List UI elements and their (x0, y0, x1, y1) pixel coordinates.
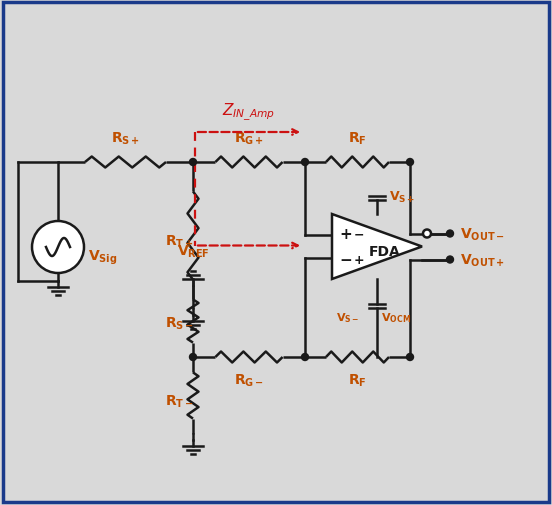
Text: $\mathbf{R_{S+}}$: $\mathbf{R_{S+}}$ (111, 130, 140, 147)
Polygon shape (332, 215, 422, 279)
Circle shape (423, 230, 431, 238)
Circle shape (301, 159, 309, 166)
Circle shape (406, 159, 413, 166)
Text: $\mathbf{R_F}$: $\mathbf{R_F}$ (348, 372, 367, 389)
Text: $\mathbf{R_{G-}}$: $\mathbf{R_{G-}}$ (234, 372, 264, 389)
Circle shape (447, 231, 454, 237)
Circle shape (406, 354, 413, 361)
Text: $\mathbf{R_{T+}}$: $\mathbf{R_{T+}}$ (165, 233, 193, 249)
Text: $\mathbf{R_F}$: $\mathbf{R_F}$ (348, 130, 367, 147)
Text: $\mathbf{V_{OUT-}}$: $\mathbf{V_{OUT-}}$ (460, 226, 505, 242)
Circle shape (301, 354, 309, 361)
Text: FDA: FDA (369, 244, 401, 258)
Text: $\mathbf{V_{OCM}}$: $\mathbf{V_{OCM}}$ (381, 311, 411, 324)
Circle shape (447, 257, 454, 264)
Text: +: + (339, 227, 352, 241)
Circle shape (32, 222, 84, 274)
Text: $\mathbf{R_{T-}}$: $\mathbf{R_{T-}}$ (165, 392, 193, 409)
Text: $\mathbf{V_{OUT+}}$: $\mathbf{V_{OUT+}}$ (460, 252, 505, 268)
Text: $\mathbf{V_{S+}}$: $\mathbf{V_{S+}}$ (389, 189, 415, 204)
Circle shape (189, 354, 197, 361)
Text: $\mathbf{V_{S-}}$: $\mathbf{V_{S-}}$ (336, 311, 359, 324)
Text: $\mathbf{R_{S-}}$: $\mathbf{R_{S-}}$ (165, 315, 194, 332)
Text: $\mathbf{V_{REF}}$: $\mathbf{V_{REF}}$ (177, 243, 209, 260)
Circle shape (189, 159, 197, 166)
Text: −: − (354, 228, 364, 240)
Text: $\mathbf{V_{Sig}}$: $\mathbf{V_{Sig}}$ (88, 248, 118, 267)
Text: $Z_{IN\_Amp}$: $Z_{IN\_Amp}$ (222, 102, 275, 123)
Text: +: + (354, 254, 365, 267)
Text: −: − (339, 252, 352, 268)
Text: $\mathbf{R_{G+}}$: $\mathbf{R_{G+}}$ (234, 130, 264, 147)
